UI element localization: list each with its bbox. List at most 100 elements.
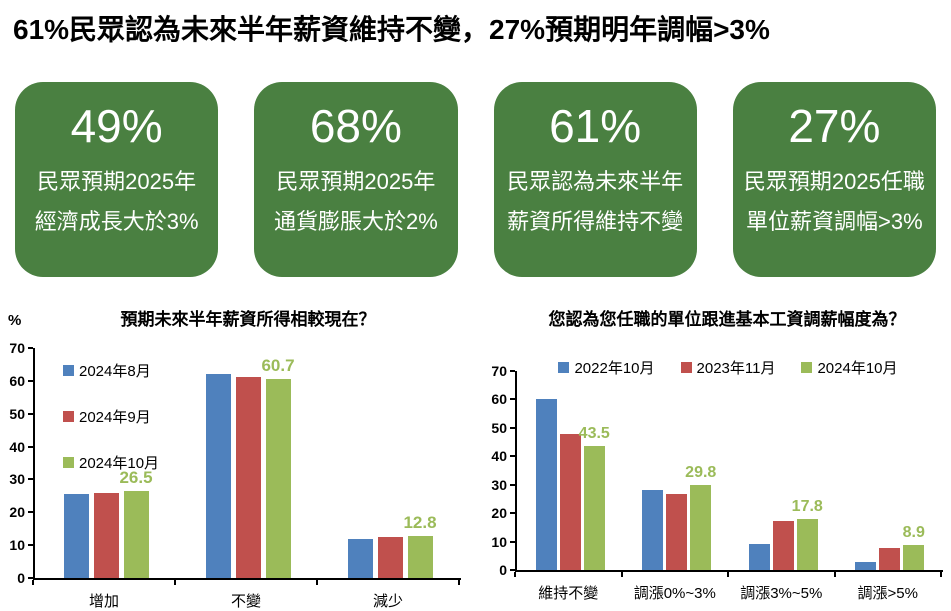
stat-line1: 民眾預期2025年 — [276, 169, 436, 194]
legend-label: 2023年11月 — [696, 360, 776, 377]
bar-group: 8.9 — [837, 371, 944, 570]
legend-swatch-icon — [801, 362, 813, 373]
y-axis-tick — [510, 540, 515, 543]
stat-card-economy: 49% 民眾預期2025年 經濟成長大於3% — [15, 82, 219, 277]
legend-label: 2024年10月 — [817, 360, 898, 377]
y-axis-tick-label: 20 — [9, 504, 25, 521]
bar-group: 43.5 — [517, 371, 624, 570]
y-axis-tick-label: 50 — [491, 419, 507, 436]
legend-swatch-icon — [558, 362, 570, 373]
stat-line2: 通貨膨脹大於2% — [273, 209, 438, 234]
y-axis-tick-label: 40 — [491, 448, 507, 465]
bar-2022年10月-調漲0%~3% — [642, 489, 664, 570]
y-axis-tick — [28, 511, 33, 514]
chart-salary-expectation: % 預期未來半年薪資所得相較現在？ 0 10 20 30 40 50 60 70 26.5 增加 6… — [0, 300, 472, 611]
y-axis-tick-label: 10 — [491, 533, 507, 550]
bar-2024年8月-不變 — [205, 373, 231, 578]
x-axis-tick — [727, 572, 729, 577]
legend: 2024年8月 2024年9月 2024年10月 — [63, 360, 159, 498]
y-axis-tick — [510, 569, 515, 571]
y-axis-tick-label: 30 — [9, 471, 25, 488]
bar-value-label: 17.8 — [791, 498, 823, 516]
x-axis-tick — [32, 580, 34, 585]
bar-value-label: 60.7 — [261, 355, 295, 375]
legend-swatch-icon — [63, 365, 74, 376]
bar-2023年11月-調漲>5% — [879, 548, 901, 570]
stat-line1: 民眾認為未來半年 — [507, 169, 684, 194]
y-axis-tick-label: 0 — [17, 570, 25, 586]
bar-group: 26.5 — [35, 348, 177, 578]
y-axis-tick-label: 0 — [499, 562, 507, 578]
bar-value-label: 29.8 — [685, 464, 717, 482]
bar-2024年10月-減少: 12.8 — [403, 513, 437, 578]
bar-value-label: 12.8 — [403, 512, 437, 532]
bar-value-label: 8.9 — [902, 523, 925, 541]
y-axis-tick-label: 30 — [491, 476, 507, 493]
plot-area — [33, 348, 461, 580]
y-axis-tick-label: 60 — [9, 372, 25, 389]
legend-label: 2024年10月 — [79, 455, 160, 472]
bar-2023年11月-維持不變 — [559, 433, 581, 570]
x-axis-tick — [316, 580, 318, 585]
legend-item: 2024年10月 — [801, 357, 898, 378]
legend-item: 2024年9月 — [63, 406, 159, 427]
bar-2024年10月-調漲0%~3%: 29.8 — [685, 464, 716, 570]
x-axis-category-label: 減少 — [372, 593, 403, 610]
legend-label: 2024年9月 — [79, 409, 151, 426]
page-title: 61%民眾認為未來半年薪資維持不變，27%預期明年調幅>3% — [13, 14, 770, 45]
y-axis-tick — [510, 426, 515, 429]
stat-card-inflation: 68% 民眾預期2025年 通貨膨脹大於2% — [254, 82, 458, 277]
legend-item: 2023年11月 — [680, 357, 776, 378]
legend-item: 2024年10月 — [63, 452, 159, 473]
y-axis-tick-label: 50 — [9, 405, 25, 422]
y-axis-tick — [510, 398, 515, 401]
legend-item: 2024年8月 — [63, 360, 159, 381]
bar-2023年11月-調漲0%~3% — [666, 493, 688, 570]
y-axis-tick — [510, 455, 515, 458]
stat-line1: 民眾預期2025任職 — [743, 169, 925, 194]
bar-2024年10月-調漲3%~5%: 17.8 — [792, 498, 823, 570]
chart-title: 您認為您任職的單位跟進基本工資調薪幅度為？ — [548, 310, 906, 329]
x-axis-category-label: 不變 — [230, 593, 261, 610]
stat-value: 27% — [788, 100, 881, 152]
x-axis-tick — [514, 572, 516, 577]
bar-2024年10月-增加: 26.5 — [119, 468, 153, 578]
legend: 2022年10月 2023年11月 2024年10月 — [515, 357, 941, 378]
stat-line2: 單位薪資調幅>3% — [746, 209, 923, 234]
x-axis-tick — [834, 572, 836, 577]
bar-2023年11月-調漲3%~5% — [772, 520, 794, 570]
bar-2024年8月-減少 — [347, 538, 373, 578]
stat-line2: 薪資所得維持不變 — [507, 209, 684, 234]
y-axis-tick-label: 40 — [9, 438, 25, 455]
y-axis-tick-label: 20 — [491, 505, 507, 522]
x-axis-tick — [458, 580, 460, 585]
y-axis-tick-label: 70 — [491, 363, 507, 379]
stat-line2: 經濟成長大於3% — [34, 209, 199, 234]
y-axis-tick-label: 70 — [9, 340, 25, 356]
y-axis-tick — [28, 445, 33, 448]
y-axis-tick — [28, 577, 33, 579]
bar-group: 29.8 — [624, 371, 731, 570]
legend-swatch-icon — [63, 411, 74, 422]
bar-2024年10月-調漲>5%: 8.9 — [903, 524, 925, 570]
y-axis-tick — [28, 379, 33, 382]
legend-label: 2022年10月 — [574, 360, 655, 377]
bar-2024年9月-增加 — [93, 492, 119, 578]
y-axis-tick — [28, 347, 33, 349]
legend-item: 2022年10月 — [558, 357, 655, 378]
plot-area — [515, 371, 943, 572]
bar-2024年9月-不變 — [235, 376, 261, 578]
stat-value: 68% — [309, 100, 402, 152]
chart-title: 預期未來半年薪資所得相較現在？ — [120, 310, 376, 329]
charts-row: % 預期未來半年薪資所得相較現在？ 0 10 20 30 40 50 60 70 26.5 增加 6… — [0, 300, 951, 611]
stat-value: 61% — [549, 100, 642, 152]
stat-line1: 民眾預期2025年 — [37, 169, 197, 194]
x-axis-category-label: 增加 — [88, 593, 119, 610]
bar-2024年8月-增加 — [63, 494, 89, 578]
legend-label: 2024年8月 — [79, 363, 151, 380]
legend-swatch-icon — [63, 457, 74, 468]
stat-card-salary-unchanged: 61% 民眾認為未來半年 薪資所得維持不變 — [493, 82, 697, 277]
y-axis-tick — [28, 478, 33, 481]
bar-group: 17.8 — [730, 371, 837, 570]
y-axis-tick — [28, 412, 33, 415]
